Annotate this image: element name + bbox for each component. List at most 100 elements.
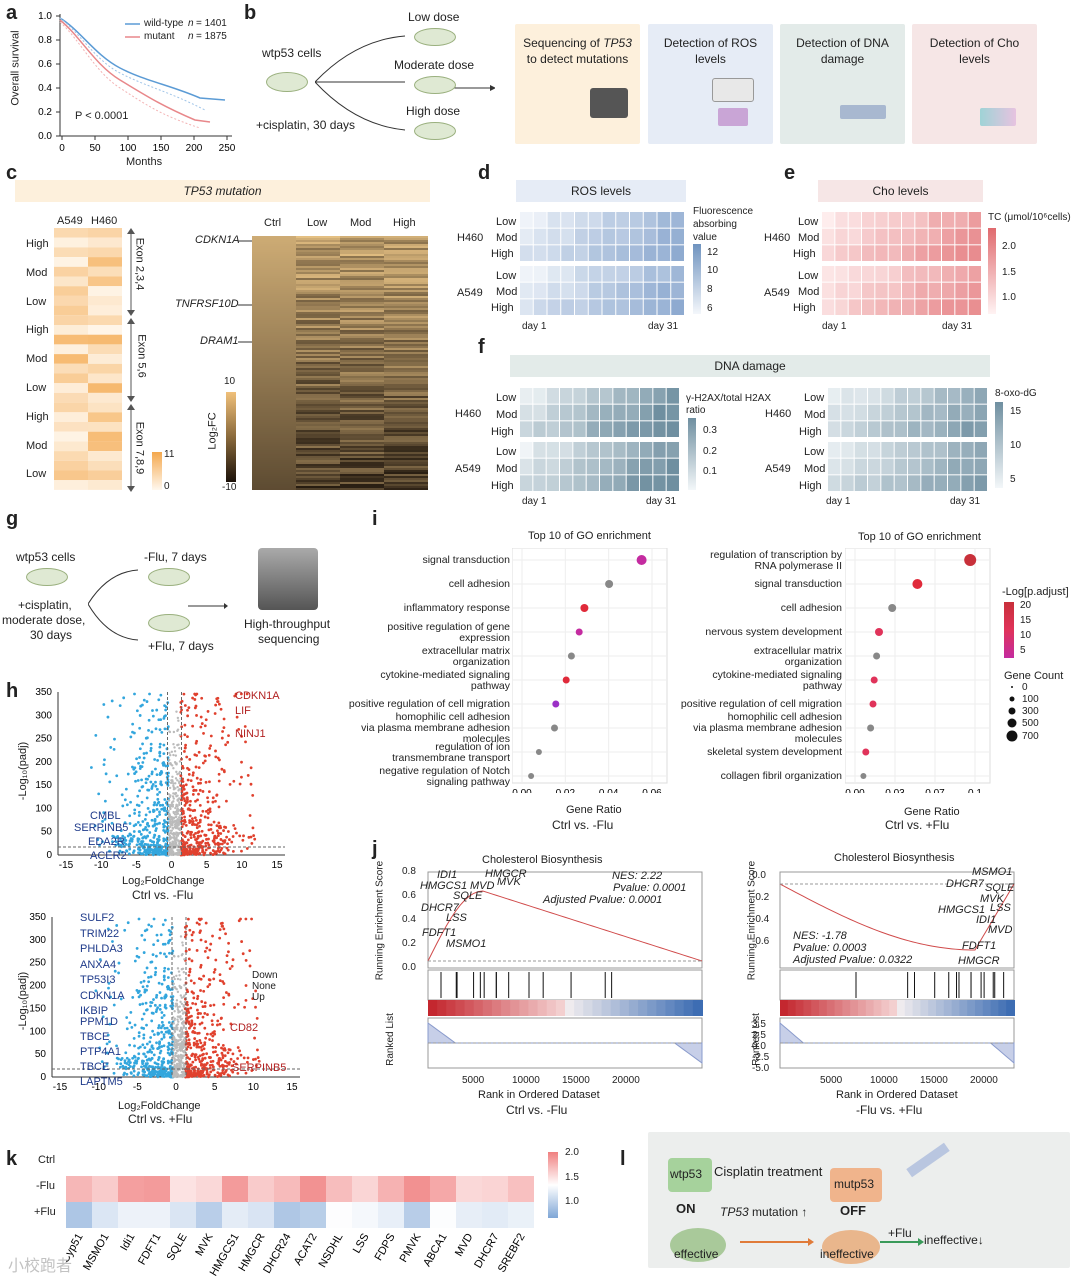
heat-cell (640, 458, 653, 475)
heat-cell (881, 442, 894, 458)
volcano-point (149, 843, 153, 847)
go-dot (870, 676, 878, 684)
c-fc-cell (252, 258, 296, 260)
volcano-point (151, 953, 155, 957)
c-fc-cell (384, 334, 428, 336)
volcano-point (233, 694, 237, 698)
volcano-point (195, 1045, 199, 1049)
volcano-point (227, 941, 230, 945)
h-bot-xlabel: Log₂FoldChange (118, 1100, 201, 1112)
volcano-point (222, 851, 225, 855)
heat-cell (613, 404, 626, 421)
volcano-point (138, 747, 142, 751)
c-fc-cell (340, 368, 384, 370)
go-term-left: extracellular matrix (421, 644, 510, 657)
k-heat-cell (300, 1150, 326, 1176)
h-bot-up-gene: SERPINB5 (232, 1062, 287, 1074)
c-fc-cell (340, 322, 384, 324)
heat-cell (875, 266, 888, 282)
b-box-cho (912, 24, 1037, 144)
volcano-point (196, 1073, 200, 1077)
c-fc-cell (340, 372, 384, 374)
volcano-point (252, 834, 256, 837)
c-fc-cell (252, 466, 296, 468)
volcano-point (138, 767, 142, 770)
volcano-point-none (168, 786, 172, 790)
heat-cell (881, 458, 894, 475)
volcano-point (213, 712, 217, 715)
k-heat-cell (378, 1150, 404, 1176)
volcano-point (145, 700, 149, 703)
c-fc-cell (252, 350, 296, 352)
c-fc-cell (296, 344, 340, 346)
c-fc-cell (252, 264, 296, 266)
volcano-point (141, 742, 144, 746)
c-fc-cell (340, 310, 384, 312)
volcano-point (128, 1043, 131, 1047)
heat-cell (841, 475, 854, 491)
heat-cell (533, 245, 547, 261)
j-right-caption: -Flu vs. +Flu (856, 1103, 923, 1117)
volcano-point (193, 1026, 196, 1030)
volcano-point (240, 849, 243, 853)
volcano-point (201, 790, 205, 793)
volcano-point (168, 988, 172, 992)
c-fc-cell (296, 372, 340, 374)
c-fc-cell (296, 444, 340, 446)
volcano-point (186, 1056, 190, 1059)
d-row-label: High (491, 248, 514, 260)
k-heat-cell (274, 1176, 300, 1202)
volcano-point (144, 853, 148, 856)
volcano-point-none (183, 958, 186, 961)
volcano-point (240, 940, 244, 943)
volcano-point (224, 1069, 228, 1072)
volcano-point (239, 1053, 243, 1057)
volcano-point (128, 822, 132, 825)
c-fc-scale-min: -10 (222, 482, 237, 493)
volcano-point (224, 932, 227, 936)
f-left-scale (688, 418, 696, 490)
g-seq-1: High-throughput (244, 617, 331, 631)
volcano-point (188, 970, 192, 974)
volcano-point (203, 1043, 207, 1046)
volcano-point (222, 1072, 226, 1076)
volcano-point (194, 799, 197, 803)
volcano-point (141, 985, 145, 989)
h-top-up-gene: CDKN1A (235, 690, 280, 702)
i-xtick: 0.1 (968, 788, 982, 793)
volcano-point-none (178, 782, 181, 785)
g-arm-plus: +Flu, 7 days (148, 639, 214, 653)
volcano-point (195, 837, 199, 841)
volcano-point (129, 735, 133, 739)
heat-cell (915, 299, 928, 315)
c-fc-cell (384, 408, 428, 410)
volcano-point-none (175, 1024, 178, 1027)
heat-cell (961, 442, 974, 458)
volcano-point (220, 846, 224, 850)
volcano-point-none (171, 986, 175, 989)
volcano-point (144, 1064, 148, 1067)
volcano-point (191, 773, 195, 777)
volcano-point (245, 1060, 249, 1064)
volcano-point (146, 777, 149, 781)
volcano-point (132, 1069, 136, 1073)
volcano-point (245, 847, 249, 850)
volcano-point (148, 831, 152, 834)
volcano-point (141, 820, 145, 823)
volcano-point (223, 839, 227, 842)
c-fc-cell (252, 254, 296, 256)
volcano-point-none (175, 974, 178, 978)
heat-cell (902, 282, 915, 299)
c-heat-cell (54, 402, 88, 413)
rank-bar (928, 1000, 937, 1016)
volcano-point (167, 1071, 171, 1075)
heat-cell (902, 212, 915, 228)
j-right-xtick: 5000 (820, 1075, 843, 1086)
d-scale-8: 8 (707, 284, 713, 295)
c-fc-cell (384, 240, 428, 242)
heat-cell (600, 388, 613, 404)
j-left-xtick: 20000 (612, 1075, 640, 1086)
c-fc-cell (340, 458, 384, 460)
volcano-point (139, 993, 143, 997)
volcano-point (240, 734, 244, 738)
